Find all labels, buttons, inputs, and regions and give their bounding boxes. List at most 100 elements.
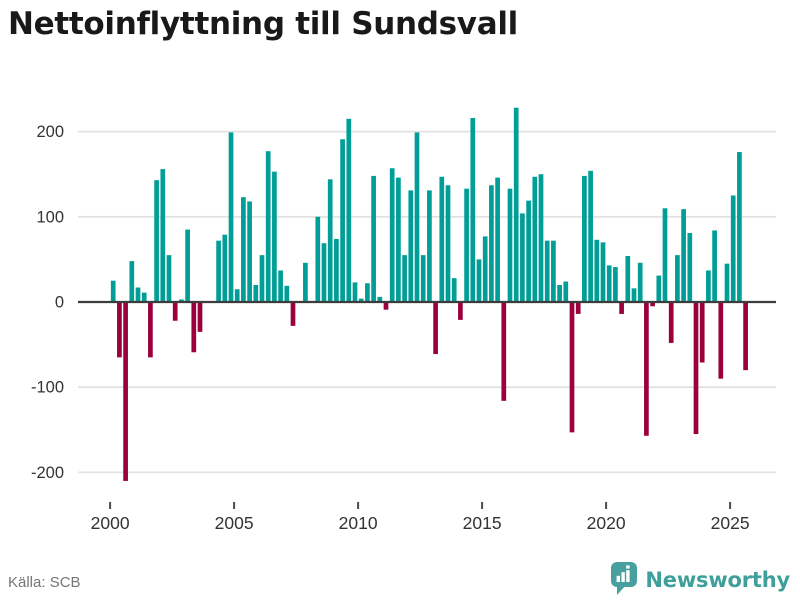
bar	[377, 296, 383, 302]
y-axis-label: -200	[31, 464, 64, 482]
bar	[247, 201, 252, 302]
bar	[613, 267, 618, 302]
bar	[371, 175, 376, 302]
x-axis-label: 2020	[587, 513, 626, 533]
bar	[482, 236, 488, 302]
bar	[154, 180, 159, 302]
bar	[563, 281, 569, 302]
y-axis-label: 100	[36, 208, 64, 226]
chart-title: Nettoinflyttning till Sundsvall	[8, 6, 518, 42]
y-axis-label: -100	[31, 379, 64, 397]
bar	[272, 171, 277, 302]
bar	[439, 176, 445, 302]
bar	[321, 243, 327, 302]
bar	[637, 262, 643, 302]
bar	[712, 230, 717, 302]
bar	[408, 190, 414, 302]
bar	[513, 107, 519, 303]
bar	[476, 259, 482, 302]
bar	[693, 302, 699, 435]
y-axis-label: 200	[36, 123, 64, 141]
bar	[228, 132, 234, 302]
bar	[241, 197, 246, 302]
bar	[414, 132, 420, 302]
bar	[148, 302, 153, 358]
bar	[699, 302, 705, 363]
bar	[600, 242, 606, 302]
bar	[489, 185, 494, 302]
x-axis-label: 2010	[339, 513, 378, 533]
bar	[327, 179, 333, 302]
bar	[278, 270, 283, 302]
bar	[346, 118, 352, 302]
bar	[172, 302, 178, 321]
bar	[681, 209, 686, 302]
bar	[656, 275, 662, 302]
bar	[569, 302, 575, 433]
bar	[358, 298, 364, 302]
bar	[427, 190, 432, 302]
source-note: Källa: SCB	[8, 574, 81, 591]
x-axis-label: 2025	[711, 513, 750, 533]
newsworthy-logo-icon	[611, 562, 638, 595]
y-axis-label: 0	[55, 294, 64, 312]
bar	[253, 284, 259, 302]
bar	[265, 151, 271, 302]
bar	[687, 232, 693, 302]
bar	[544, 240, 550, 302]
bar	[743, 302, 748, 371]
bar	[594, 239, 600, 302]
bar	[662, 208, 668, 302]
x-axis-label: 2015	[463, 513, 502, 533]
bar	[396, 177, 401, 302]
bar	[402, 255, 407, 302]
bar	[389, 168, 395, 302]
bar	[303, 262, 308, 302]
bar	[557, 284, 562, 302]
bar	[222, 234, 228, 302]
bar	[179, 299, 184, 302]
bar	[290, 302, 296, 326]
bar	[433, 302, 438, 354]
bar	[619, 302, 624, 314]
newsworthy-brand: Newsworthy	[610, 561, 790, 596]
bar	[668, 302, 674, 343]
bar	[706, 270, 711, 302]
bar	[631, 288, 637, 302]
newsworthy-wordmark: Newsworthy	[645, 568, 790, 592]
bar	[495, 177, 500, 302]
bar	[123, 302, 128, 481]
bar	[520, 213, 525, 302]
bar	[650, 302, 655, 307]
bar	[458, 302, 463, 320]
bar	[507, 188, 513, 302]
bar	[644, 302, 649, 436]
bar	[117, 302, 122, 358]
bar	[110, 280, 116, 302]
bar	[365, 283, 370, 302]
bar	[191, 302, 197, 353]
bar	[451, 278, 457, 302]
bar	[625, 255, 631, 302]
bar	[730, 195, 736, 302]
bar	[551, 240, 556, 302]
bar	[284, 285, 290, 302]
bar	[470, 117, 476, 302]
bar	[538, 174, 544, 302]
bar	[582, 175, 587, 302]
bar	[315, 216, 321, 302]
bar	[532, 176, 538, 302]
bar	[737, 152, 742, 302]
bar	[445, 185, 451, 302]
bar	[197, 302, 203, 332]
bar	[352, 282, 358, 302]
bar	[259, 255, 265, 302]
x-axis-label: 2005	[215, 513, 254, 533]
bar	[340, 139, 345, 302]
bar	[420, 255, 426, 302]
x-axis-label: 2000	[91, 513, 130, 533]
bar	[464, 188, 469, 302]
bar	[724, 263, 730, 302]
